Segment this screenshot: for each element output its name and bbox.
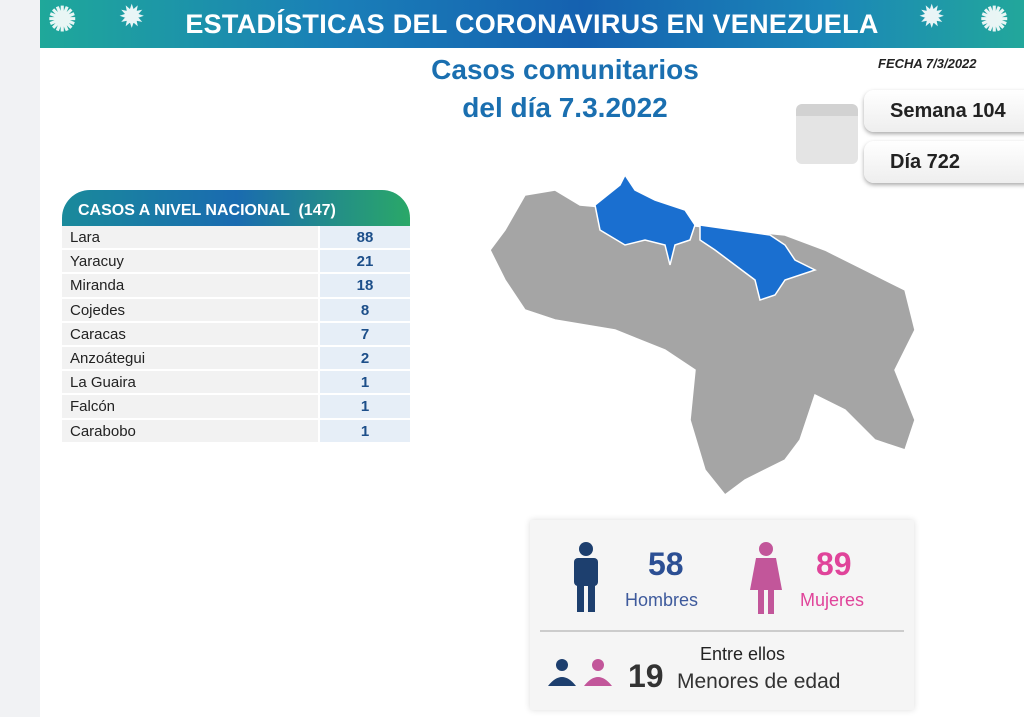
table-row: Falcón 1 bbox=[62, 395, 410, 420]
header-banner: ✺ ✹ ESTADÍSTICAS DEL CORONAVIRUS EN VENE… bbox=[40, 0, 1024, 48]
table-row: Yaracuy 21 bbox=[62, 250, 410, 275]
case-count: 1 bbox=[320, 371, 410, 396]
case-count: 1 bbox=[320, 419, 410, 444]
table-row: Lara 88 bbox=[62, 226, 410, 251]
header-title: ESTADÍSTICAS DEL CORONAVIRUS EN VENEZUEL… bbox=[185, 8, 879, 39]
subtitle-line2: del día 7.3.2022 bbox=[462, 92, 668, 123]
case-count: 21 bbox=[320, 250, 410, 275]
among-label: Entre ellos bbox=[700, 644, 786, 664]
state-name: Carabobo bbox=[62, 419, 318, 444]
state-name: Anzoátegui bbox=[62, 346, 318, 372]
day-badge: Día 722 bbox=[864, 141, 1024, 183]
virus-icon: ✺ bbox=[980, 1, 1009, 39]
state-name: Yaracuy bbox=[62, 250, 318, 275]
state-name: La Guaira bbox=[62, 371, 318, 396]
table-row: Carabobo 1 bbox=[62, 419, 410, 444]
table-header: CASOS A NIVEL NACIONAL (147) bbox=[62, 190, 410, 226]
state-name: Cojedes bbox=[62, 298, 318, 323]
virus-icon: ✺ bbox=[48, 1, 77, 39]
state-name: Miranda bbox=[62, 274, 318, 299]
virus-icon: ✹ bbox=[920, 1, 944, 32]
table-row: Caracas 7 bbox=[62, 322, 410, 347]
subtitle-line1: Casos comunitarios bbox=[431, 54, 699, 85]
case-count: 18 bbox=[320, 274, 410, 299]
demographics-panel: 58 Hombres 89 Mujeres Entre ellos 19 Men… bbox=[530, 520, 914, 710]
table-row: Cojedes 8 bbox=[62, 298, 410, 323]
case-count: 7 bbox=[320, 322, 410, 347]
man-icon bbox=[574, 542, 598, 612]
slide: ✺ ✹ ESTADÍSTICAS DEL CORONAVIRUS EN VENE… bbox=[40, 0, 1024, 717]
women-label: Mujeres bbox=[800, 590, 865, 610]
map-region-affected bbox=[594, 173, 696, 266]
woman-icon bbox=[750, 542, 782, 614]
date-label: FECHA 7/3/2022 bbox=[878, 56, 977, 71]
men-count: 58 bbox=[648, 546, 684, 582]
calendar-icon bbox=[796, 104, 858, 164]
table-row: La Guaira 1 bbox=[62, 371, 410, 396]
minors-count: 19 bbox=[628, 658, 664, 694]
table-row: Anzoátegui 2 bbox=[62, 346, 410, 372]
cases-table: CASOS A NIVEL NACIONAL (147) Lara 88 Yarac… bbox=[62, 190, 410, 444]
case-count: 1 bbox=[320, 395, 410, 420]
map-region-affected bbox=[699, 224, 817, 301]
case-count: 88 bbox=[320, 226, 410, 251]
virus-icon: ✹ bbox=[120, 1, 144, 32]
week-badge: Semana 104 bbox=[864, 90, 1024, 132]
case-count: 2 bbox=[320, 346, 410, 372]
children-icon bbox=[548, 659, 612, 686]
state-name: Lara bbox=[62, 226, 318, 251]
state-name: Falcón bbox=[62, 395, 318, 420]
table-row: Miranda 18 bbox=[62, 274, 410, 299]
divider bbox=[540, 630, 904, 632]
venezuela-map bbox=[489, 173, 916, 497]
minors-label: Menores de edad bbox=[677, 670, 841, 693]
case-count: 8 bbox=[320, 298, 410, 323]
state-name: Caracas bbox=[62, 322, 318, 347]
women-count: 89 bbox=[816, 546, 852, 582]
men-label: Hombres bbox=[625, 590, 699, 610]
